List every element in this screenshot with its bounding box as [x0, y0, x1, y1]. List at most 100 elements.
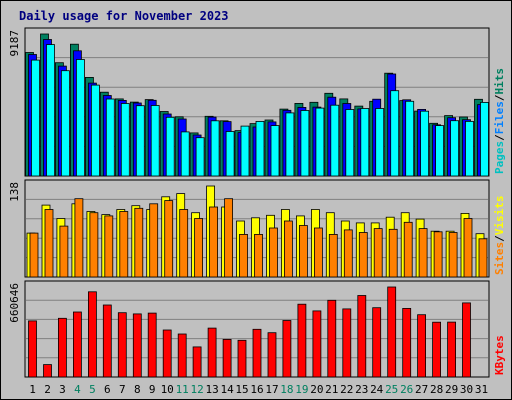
panel1-bar-pages-19 — [300, 110, 310, 177]
x-tick-label-24: 24 — [370, 383, 384, 396]
panel1-bar-pages-17 — [270, 125, 280, 177]
x-tick-label-5: 5 — [89, 383, 96, 396]
panel3-bar-kbytes-22 — [342, 308, 352, 378]
panel3-bar-kbytes-9 — [147, 312, 157, 378]
panel3-ymax-label: 660646 — [8, 283, 21, 323]
x-tick-label-26: 26 — [400, 383, 413, 396]
panel1-bar-pages-12 — [195, 137, 205, 177]
x-tick-label-3: 3 — [59, 383, 66, 396]
x-tick-label-11: 11 — [176, 383, 189, 396]
panel2-legend: Sites/Visits — [493, 196, 506, 276]
x-tick-label-20: 20 — [310, 383, 323, 396]
panel1-legend-files: Files — [493, 101, 506, 134]
panel1-bar-pages-7 — [120, 103, 130, 177]
panel1-bar-pages-28 — [435, 125, 445, 177]
panel1-bar-pages-26 — [405, 100, 415, 177]
panel3-legend: KBytes — [493, 335, 506, 375]
panel2-bar-sites-8 — [134, 207, 144, 278]
panel3-legend-kbytes: KBytes — [493, 335, 506, 375]
x-tick-label-7: 7 — [119, 383, 126, 396]
x-tick-label-23: 23 — [355, 383, 368, 396]
chart-title: Daily usage for November 2023 — [19, 9, 229, 23]
x-tick-label-2: 2 — [44, 383, 51, 396]
panel1-bar-pages-6 — [105, 98, 115, 177]
panel2-bar-sites-16 — [254, 233, 263, 278]
panel2-bar-sites-6 — [104, 215, 114, 278]
panel2-bar-sites-12 — [194, 218, 204, 278]
panel3-bar-kbytes-19 — [297, 303, 307, 378]
x-tick-label-21: 21 — [325, 383, 338, 396]
x-tick-label-28: 28 — [430, 383, 443, 396]
x-tick-label-6: 6 — [104, 383, 111, 396]
panel2-bar-sites-18 — [283, 220, 293, 278]
panel3-bar-kbytes-16 — [252, 328, 262, 378]
x-tick-label-14: 14 — [220, 383, 234, 396]
panel2-bar-sites-22 — [343, 229, 353, 278]
panel2-bar-sites-15 — [239, 233, 248, 278]
panel3-bar-kbytes-26 — [402, 307, 412, 378]
panel1-bar-pages-24 — [375, 108, 385, 177]
x-tick-label-27: 27 — [415, 383, 428, 396]
panel3-bar-kbytes-25 — [387, 286, 397, 378]
x-tick-label-16: 16 — [250, 383, 263, 396]
panel1-legend: Pages/Files/Hits — [493, 68, 506, 174]
panel2-bar-sites-10 — [164, 200, 174, 278]
panel3-bar-kbytes-13 — [207, 327, 217, 378]
panel1-bar-pages-4 — [76, 59, 85, 177]
panel2-legend-visits: Visits — [493, 196, 506, 236]
x-tick-label-9: 9 — [149, 383, 156, 396]
x-tick-label-17: 17 — [265, 383, 278, 396]
panel1-legend-hits: Hits — [493, 68, 506, 95]
x-tick-label-12: 12 — [190, 383, 203, 396]
panel3-bar-kbytes-28 — [432, 321, 442, 378]
panel3-bar-kbytes-14 — [222, 338, 232, 378]
panel2-bar-sites-5 — [89, 212, 99, 278]
panel1-bar-pages-31 — [480, 102, 489, 177]
panel1-bar-pages-29 — [450, 120, 460, 177]
panel2-bar-sites-4 — [74, 198, 84, 278]
panel2-bar-sites-14 — [224, 198, 234, 278]
panel2-bar-sites-29 — [448, 232, 458, 278]
panel3-bar-kbytes-15 — [237, 339, 247, 378]
x-tick-label-31: 31 — [475, 383, 488, 396]
panel1-bar-pages-30 — [465, 121, 474, 177]
panel3-bar-kbytes-10 — [162, 329, 172, 378]
x-tick-label-4: 4 — [74, 383, 81, 396]
panel1-bar-pages-5 — [91, 84, 100, 177]
panel1-legend-pages: Pages — [493, 141, 506, 174]
panel2-bar-sites-7 — [119, 211, 129, 278]
panel1-bar-pages-18 — [285, 112, 295, 177]
panel1-bar-pages-22 — [345, 109, 355, 177]
panel2-bar-sites-30 — [463, 218, 473, 278]
panel3-bar-kbytes-1 — [28, 320, 37, 378]
panel2-bar-sites-13 — [209, 206, 219, 278]
panel2-legend-sites: Sites — [493, 242, 506, 275]
panel1-bar-pages-3 — [61, 70, 70, 177]
panel3-bar-kbytes-6 — [102, 304, 112, 378]
panel1-bar-pages-21 — [330, 104, 340, 177]
panel2-bar-sites-19 — [298, 225, 308, 278]
panel3-bar-kbytes-27 — [417, 314, 427, 378]
panel1-bar-pages-13 — [210, 120, 220, 177]
panel3-bar-kbytes-2 — [43, 364, 52, 378]
x-tick-label-1: 1 — [29, 383, 36, 396]
panel3-bar-kbytes-11 — [177, 333, 187, 378]
x-tick-label-10: 10 — [161, 383, 174, 396]
panel2-bar-sites-9 — [149, 203, 159, 278]
panel1-bar-pages-8 — [135, 105, 145, 177]
panel1-bar-pages-1 — [31, 59, 40, 177]
panel2-bar-sites-20 — [313, 227, 323, 278]
panel3-bar-kbytes-7 — [117, 312, 127, 378]
panel2-bar-sites-31 — [478, 238, 488, 278]
panel2-legend-sep: / — [493, 235, 506, 242]
panel3-bar-kbytes-24 — [372, 307, 382, 378]
panel3-bar-kbytes-20 — [312, 310, 322, 378]
panel3-bar-kbytes-18 — [282, 320, 292, 378]
panel2-bar-sites-2 — [44, 209, 54, 278]
panel1-legend-sep: / — [493, 94, 506, 101]
panel2-bar-sites-26 — [403, 221, 413, 278]
panel2-bar-sites-24 — [373, 228, 383, 278]
panel3-bar-kbytes-5 — [88, 291, 97, 378]
panel1-bar-pages-9 — [150, 105, 160, 177]
